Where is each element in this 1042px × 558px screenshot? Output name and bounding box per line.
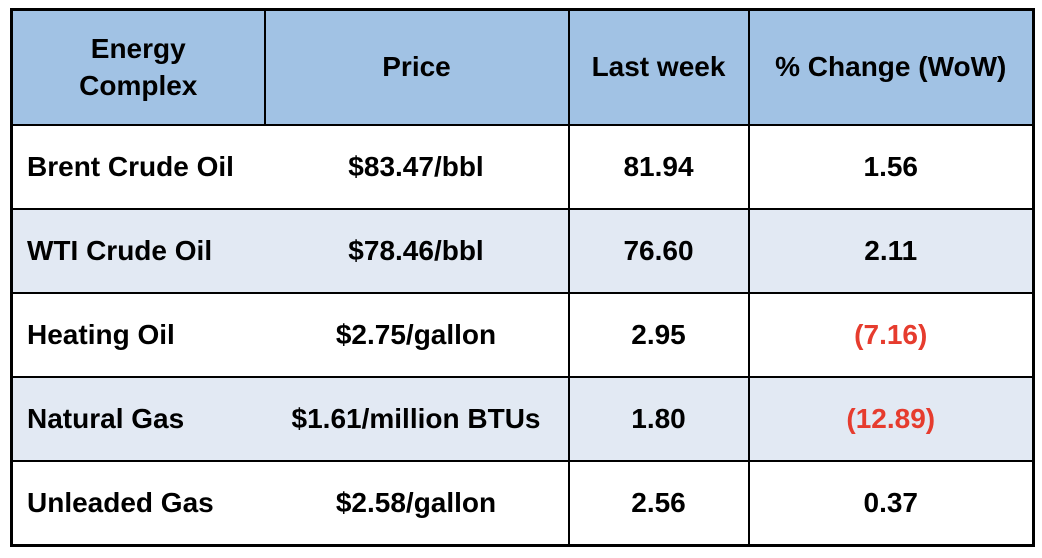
cell-last-week: 1.80: [567, 376, 750, 462]
cell-price: $1.61/million BTUs: [264, 376, 570, 462]
cell-price: $2.75/gallon: [264, 292, 570, 378]
column-header-change-wow: % Change (WoW): [747, 8, 1035, 126]
column-header-energy-complex: Energy Complex: [10, 8, 266, 126]
cell-last-week: 81.94: [567, 124, 750, 210]
cell-commodity: Brent Crude Oil: [10, 124, 265, 210]
table-row: Heating Oil $2.75/gallon 2.95 (7.16): [10, 292, 1035, 378]
cell-last-week: 2.95: [567, 292, 750, 378]
cell-commodity: Unleaded Gas: [10, 460, 265, 547]
cell-price: $83.47/bbl: [264, 124, 570, 210]
cell-commodity: WTI Crude Oil: [10, 208, 265, 294]
cell-price: $2.58/gallon: [264, 460, 570, 547]
table-row: Brent Crude Oil $83.47/bbl 81.94 1.56: [10, 124, 1035, 210]
cell-price: $78.46/bbl: [264, 208, 570, 294]
cell-change: 1.56: [747, 124, 1035, 210]
cell-commodity: Heating Oil: [10, 292, 265, 378]
energy-complex-table: Energy Complex Price Last week % Change …: [10, 8, 1035, 547]
column-header-last-week: Last week: [567, 8, 750, 126]
cell-commodity: Natural Gas: [10, 376, 265, 462]
table-row: Unleaded Gas $2.58/gallon 2.56 0.37: [10, 460, 1035, 547]
table-row: WTI Crude Oil $78.46/bbl 76.60 2.11: [10, 208, 1035, 294]
cell-change: (12.89): [747, 376, 1035, 462]
table-row: Natural Gas $1.61/million BTUs 1.80 (12.…: [10, 376, 1035, 462]
column-header-price: Price: [263, 8, 570, 126]
cell-last-week: 2.56: [567, 460, 750, 547]
cell-change: (7.16): [747, 292, 1035, 378]
column-header-label: Energy Complex: [79, 33, 198, 101]
cell-change: 0.37: [747, 460, 1035, 547]
cell-last-week: 76.60: [567, 208, 750, 294]
header-row: Energy Complex Price Last week % Change …: [10, 8, 1035, 126]
cell-change: 2.11: [747, 208, 1035, 294]
